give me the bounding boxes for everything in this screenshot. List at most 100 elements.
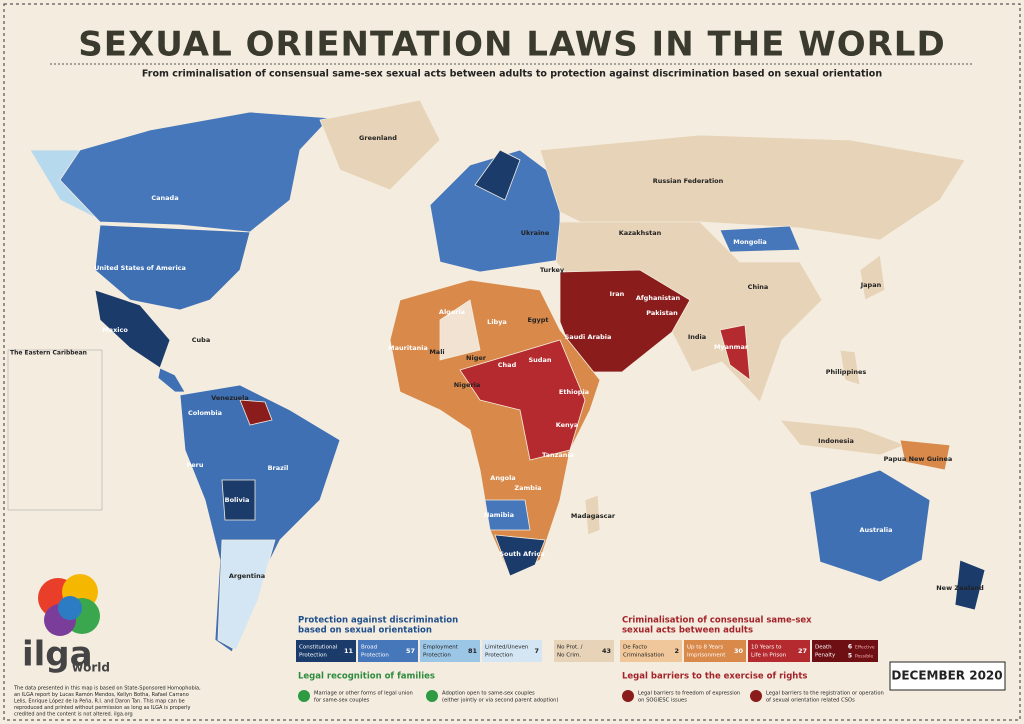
legend-label: (either jointly or via second parent ado… xyxy=(442,698,559,704)
legend-label: Legal barriers to the registration or op… xyxy=(766,691,884,697)
legend-count: 11 xyxy=(344,647,354,655)
country-label: Tanzania xyxy=(542,451,574,459)
country-label: Algeria xyxy=(439,308,465,316)
usa xyxy=(94,224,251,311)
country-label: Brazil xyxy=(268,464,289,472)
legend-count: 30 xyxy=(734,647,744,655)
country-label: Zambia xyxy=(514,484,541,492)
legend-title: Protection against discrimination xyxy=(298,616,458,626)
legend-label: Limited/Uneven xyxy=(485,645,529,651)
country-label: Kenya xyxy=(556,421,579,429)
legend-count: 7 xyxy=(534,647,539,655)
legend-label: of sexual orientation related CSOs xyxy=(766,698,855,704)
legend-label: Imprisonment xyxy=(687,653,726,659)
country-label: Mexico xyxy=(102,326,128,334)
legend-swatch xyxy=(748,640,810,662)
legend-count: 6 xyxy=(848,644,852,651)
country-label: Iran xyxy=(610,290,625,298)
country-label: Madagascar xyxy=(571,512,616,520)
country-label: Ethiopia xyxy=(559,388,589,396)
barrier-icon xyxy=(750,690,762,702)
section-title: Legal barriers to the exercise of rights xyxy=(622,672,807,682)
note-line: an ILGA report by Lucas Ramón Mendos, Ke… xyxy=(14,691,189,698)
country-label: Colombia xyxy=(188,409,222,417)
europe xyxy=(429,149,561,273)
africa-west xyxy=(439,299,481,361)
country-label: India xyxy=(688,333,706,341)
country-label: Pakistan xyxy=(646,309,678,317)
canada xyxy=(59,111,331,233)
legend-label: Up to 8 Years xyxy=(687,645,723,651)
japan xyxy=(859,254,886,301)
legend-label: for same-sex couples xyxy=(314,698,370,704)
new-zealand xyxy=(954,559,986,611)
greenland xyxy=(319,99,441,191)
middle-east xyxy=(559,269,691,373)
country-label: Myanmar xyxy=(714,343,749,351)
legend-label: Protection xyxy=(485,653,513,659)
country-label: Indonesia xyxy=(818,437,854,445)
legend-title: based on sexual orientation xyxy=(298,626,432,636)
legend-label: Protection xyxy=(299,653,327,659)
argentina xyxy=(217,539,276,651)
country-label: Canada xyxy=(151,194,178,202)
country-label: Ukraine xyxy=(521,229,550,237)
barrier-icon xyxy=(622,690,634,702)
note-line: The data presented in this map is based … xyxy=(13,686,201,692)
legend-label: Marriage or other forms of legal union xyxy=(314,691,413,697)
legend-label: Protection xyxy=(361,653,389,659)
country-label: Mauritania xyxy=(388,344,428,352)
country-label: Greenland xyxy=(359,134,397,142)
legend-swatch xyxy=(812,640,878,662)
country-label: Nigeria xyxy=(454,381,481,389)
legend-title: sexual acts between adults xyxy=(622,626,753,636)
legend-label: Employment xyxy=(423,645,459,651)
country-label: China xyxy=(748,283,769,291)
country-label: Philippines xyxy=(826,368,867,376)
legend-swatch xyxy=(620,640,682,662)
logo-sub: world xyxy=(72,661,110,675)
australia xyxy=(809,469,931,583)
country-label: Egypt xyxy=(527,316,548,324)
legend-label: No Crim. xyxy=(557,653,581,659)
country-label: Papua New Guinea xyxy=(884,455,953,463)
legend-count: 81 xyxy=(468,647,478,655)
legend-swatch xyxy=(296,640,356,662)
central-america xyxy=(157,367,186,393)
legend-label: Criminalisation xyxy=(623,653,665,659)
country-label: Libya xyxy=(487,318,507,326)
legend-label: 10 Years to xyxy=(751,645,782,651)
logo: ilga world xyxy=(22,574,110,675)
legend-label: on SOGIESC issues xyxy=(638,698,687,704)
legend-swatch xyxy=(358,640,418,662)
note-line: Lelis, Enrique López de la Peña, R.I. an… xyxy=(14,698,185,705)
country-label: Saudi Arabia xyxy=(565,333,612,341)
legend-count: 2 xyxy=(674,647,679,655)
legend-count: 27 xyxy=(798,647,807,655)
country-label: Afghanistan xyxy=(636,294,681,302)
country-label: Argentina xyxy=(229,572,265,580)
madagascar xyxy=(584,494,601,536)
title: SEXUAL ORIENTATION LAWS IN THE WORLD xyxy=(78,25,945,65)
legend-label: Legal barriers to freedom of expression xyxy=(638,691,740,697)
country-label: Mali xyxy=(429,348,444,356)
border xyxy=(3,3,1021,721)
country-label: Japan xyxy=(860,281,882,289)
country-label: Kazakhstan xyxy=(619,229,662,237)
legend-label: No Prot. / xyxy=(557,645,583,651)
legend-label: Death xyxy=(815,645,832,651)
subtitle: From criminalisation of consensual same-… xyxy=(142,69,882,80)
country-label: Australia xyxy=(859,526,892,534)
legend-label: Adoption open to same-sex couples xyxy=(442,691,535,697)
myanmar xyxy=(719,324,751,381)
country-label: South Africa xyxy=(499,550,544,558)
country-label: Chad xyxy=(498,361,517,369)
bolivia xyxy=(221,479,256,521)
south-africa xyxy=(494,534,546,577)
family-icon xyxy=(298,690,310,702)
legend-label: Penalty xyxy=(815,653,836,659)
caribbean-inset xyxy=(7,349,103,511)
legend-swatch xyxy=(420,640,480,662)
country-label: Bolivia xyxy=(225,496,250,504)
africa-central xyxy=(459,339,586,461)
